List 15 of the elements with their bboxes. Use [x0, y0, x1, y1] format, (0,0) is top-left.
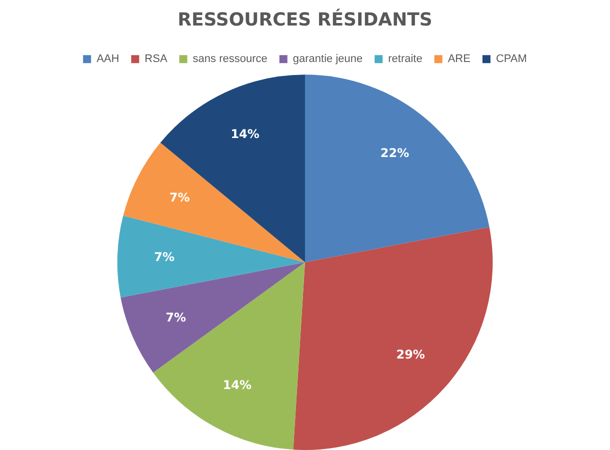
legend-label: retraite	[388, 53, 422, 66]
data-label: 14%	[230, 127, 260, 142]
data-label: 7%	[154, 250, 174, 264]
legend-label: garantie jeune	[292, 53, 363, 66]
data-label: 22%	[380, 146, 410, 160]
legend-label: AAH	[96, 53, 120, 66]
data-label: 14%	[222, 378, 252, 392]
legend-label: ARE	[448, 53, 470, 66]
legend-label: RSA	[144, 53, 168, 66]
data-label: 7%	[166, 310, 186, 324]
legend-label: CPAM	[496, 53, 527, 66]
data-label: 7%	[169, 190, 190, 205]
chart-title: RESSOURCES RÉSIDANTS	[178, 8, 432, 30]
legend-label: sans ressource	[192, 53, 268, 66]
data-label: 29%	[396, 348, 425, 362]
